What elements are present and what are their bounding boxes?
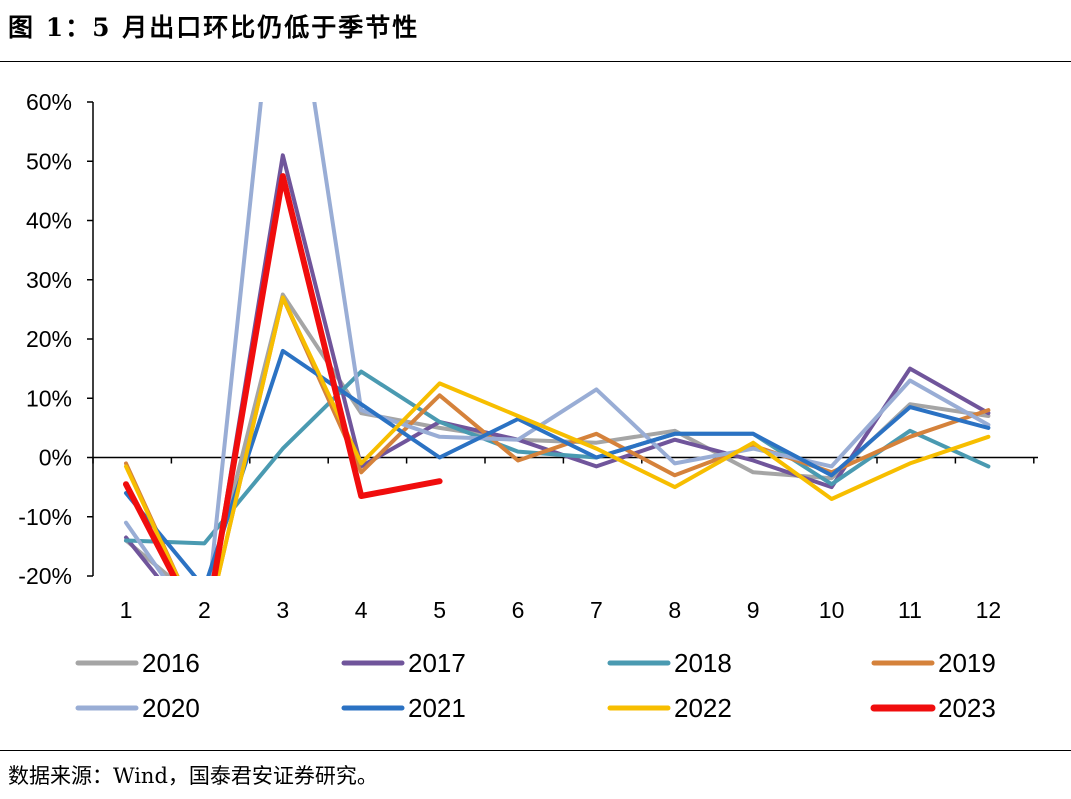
- legend-item-2023: 2023: [870, 693, 996, 723]
- y-tick-label: 50%: [26, 148, 72, 174]
- legend-label: 2018: [674, 648, 732, 678]
- legend-item-2020: 2020: [75, 693, 200, 723]
- y-tick-label: 0%: [39, 445, 72, 471]
- series-line-2022: [124, 295, 991, 576]
- x-tick-label: 5: [433, 597, 446, 623]
- chart-axes: 60%50%40%30%20%10%0%-10%-20%1 2 3 4 5 6 7 8 9 10 1…: [18, 89, 1038, 623]
- x-tick-label: 9: [747, 597, 760, 623]
- legend-item-2019: 2019: [871, 648, 996, 678]
- y-tick-label: 30%: [26, 267, 72, 293]
- x-tick-label: 7: [590, 597, 603, 623]
- legend-label: 2016: [142, 648, 200, 678]
- y-tick-label: -20%: [18, 563, 72, 589]
- x-tick-label: 1: [120, 597, 133, 623]
- legend-label: 2022: [674, 693, 732, 723]
- figure-title: 图 1：5 月出口环比仍低于季节性: [8, 13, 420, 42]
- x-tick-label: 3: [276, 597, 289, 623]
- x-tick-label: 10: [819, 597, 845, 623]
- legend-item-2017: 2017: [341, 648, 466, 678]
- y-tick-label: 20%: [26, 326, 72, 352]
- line-chart: 60%50%40%30%20%10%0%-10%-20%1 2 3 4 5 6 7 8 9 10 1…: [18, 89, 1038, 723]
- legend-label: 2023: [938, 693, 996, 723]
- x-tick-label: 6: [512, 597, 525, 623]
- y-tick-label: 60%: [26, 89, 72, 115]
- series-line-2020: [124, 102, 991, 576]
- x-tick-label: 8: [668, 597, 681, 623]
- bottom-rule: [0, 750, 1071, 751]
- figure-source: 数据来源：Wind，国泰君安证券研究。: [8, 764, 378, 788]
- x-tick-label: 4: [355, 597, 368, 623]
- x-tick-label: 2: [198, 597, 211, 623]
- y-tick-label: 40%: [26, 208, 72, 234]
- legend-item-2022: 2022: [607, 693, 732, 723]
- legend-item-2016: 2016: [75, 648, 200, 678]
- series-line-2023: [123, 173, 443, 576]
- series-line-2018: [124, 369, 991, 546]
- legend-label: 2020: [142, 693, 200, 723]
- series-line-2021: [124, 348, 991, 576]
- series-layer: [123, 102, 991, 576]
- legend-item-2021: 2021: [341, 693, 466, 723]
- x-tick-label: 12: [976, 597, 1002, 623]
- legend-label: 2017: [408, 648, 466, 678]
- top-rule: [0, 61, 1071, 62]
- x-tick-label: 11: [898, 597, 922, 623]
- chart-legend: 2016 2017 2018 2019 2020 2021 2022 2023: [75, 648, 996, 723]
- y-tick-label: -10%: [18, 504, 72, 530]
- y-tick-label: 10%: [26, 385, 72, 411]
- legend-label: 2021: [408, 693, 466, 723]
- legend-label: 2019: [938, 648, 996, 678]
- legend-item-2018: 2018: [607, 648, 732, 678]
